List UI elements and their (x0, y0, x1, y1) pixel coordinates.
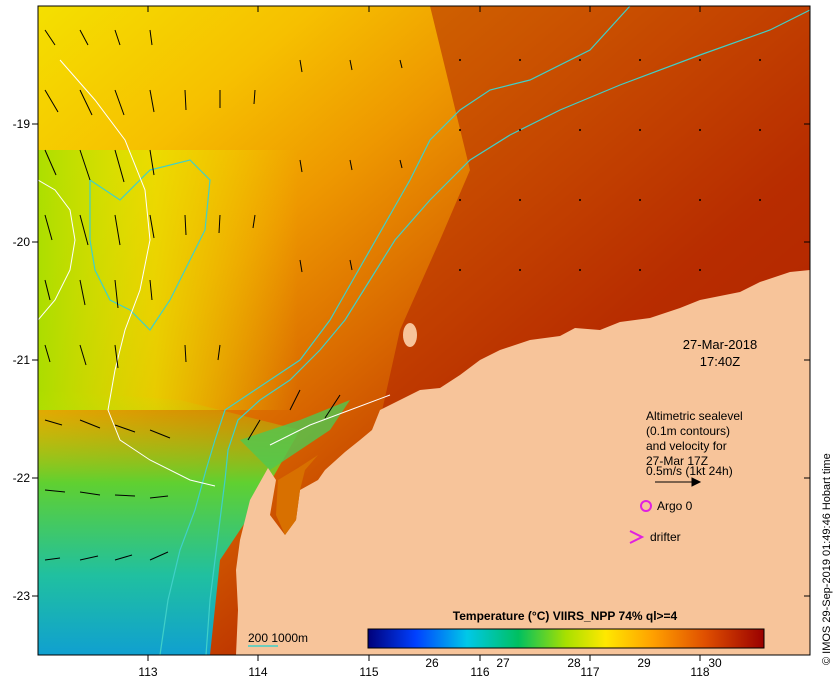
colorbar-tick-26: 26 (425, 656, 439, 670)
lat-tick-21: -21 (13, 353, 31, 367)
arrow-dots (459, 59, 761, 271)
colorbar-tick-30: 30 (708, 656, 722, 670)
cool-water-south (38, 390, 300, 655)
velocity-arrows (44, 29, 403, 561)
argo-label: Argo 0 (657, 499, 693, 513)
lon-tick-114: 114 (248, 665, 267, 679)
contour-legend-label: 200 1000m (248, 631, 308, 645)
sealevel-contour-2 (38, 179, 76, 321)
drifter-label: drifter (650, 530, 681, 544)
credit-text: © IMOS 29-Sep-2019 01:49:46 Hobart time (821, 453, 833, 665)
date-label: 27-Mar-2018 (683, 337, 757, 352)
lon-tick-117: 117 (580, 665, 599, 679)
lon-tick-116: 116 (470, 665, 489, 679)
legend-line-3: and velocity for (646, 439, 727, 453)
sealevel-contour-1 (59, 59, 216, 487)
lon-tick-115: 115 (359, 665, 378, 679)
lat-tick-23: -23 (13, 589, 31, 603)
colorbar-title: Temperature (°C) VIIRS_NPP 74% ql>=4 (453, 609, 678, 623)
map-frame (37, 5, 811, 656)
coastal-fringe (276, 455, 318, 535)
land-mass (236, 270, 810, 655)
scale-arrow-icon (655, 477, 702, 487)
isobath-200m (205, 9, 810, 655)
lon-tick-marks (147, 6, 701, 661)
colorbar (367, 628, 765, 649)
time-label: 17:40Z (700, 354, 741, 369)
colorbar-tick-29: 29 (637, 656, 651, 670)
legend-line-5: 0.5m/s (1kt 24h) (646, 464, 733, 478)
legend-line-4: 27-Mar 17Z (646, 454, 708, 468)
lon-tick-118: 118 (690, 665, 709, 679)
warm-water-zone (380, 6, 810, 420)
cool-water-tongue (240, 400, 350, 470)
island (403, 323, 417, 347)
lat-tick-20: -20 (13, 235, 31, 249)
legend-line-1: Altimetric sealevel (646, 409, 743, 423)
isobath-1000m (159, 6, 631, 655)
lon-tick-113: 113 (138, 665, 157, 679)
colorbar-tick-27: 27 (496, 656, 510, 670)
lat-tick-22: -22 (13, 471, 31, 485)
lat-tick-19: -19 (13, 117, 31, 131)
drifter-marker-icon (629, 530, 645, 544)
isobath-west (89, 159, 211, 331)
legend-line-2: (0.1m contours) (646, 424, 730, 438)
sealevel-contour-3 (269, 394, 391, 446)
lat-tick-marks (32, 123, 810, 597)
cool-water-west (38, 150, 298, 410)
argo-marker-icon (640, 500, 652, 512)
colorbar-tick-28: 28 (567, 656, 581, 670)
